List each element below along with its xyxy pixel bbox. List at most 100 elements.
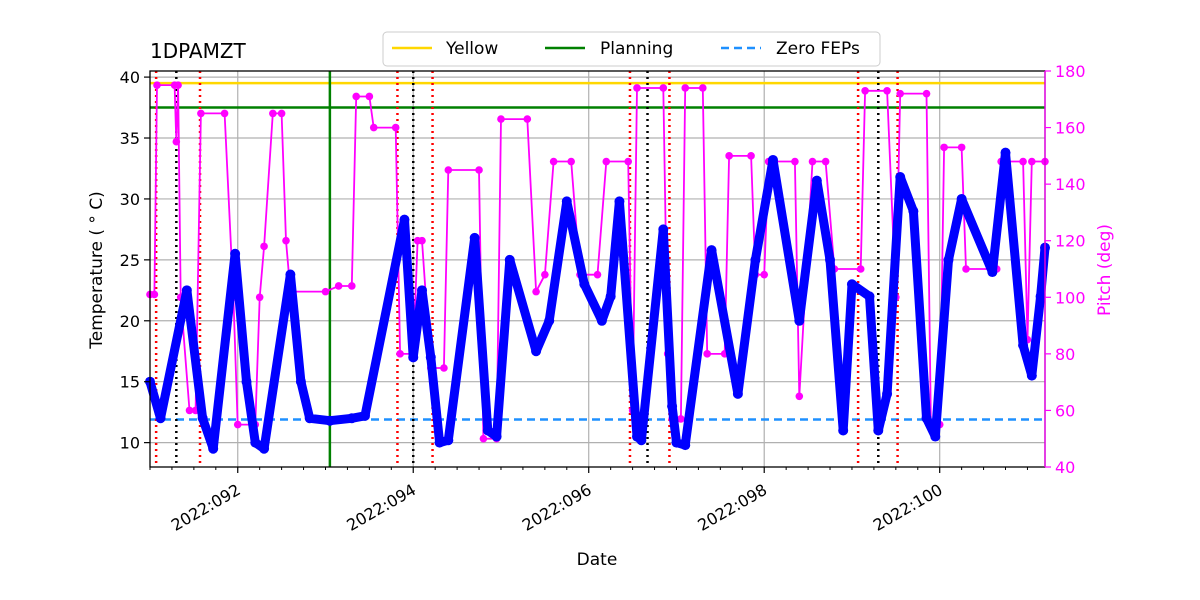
pitch-series-line — [150, 84, 1045, 440]
temperature-series-line — [145, 148, 1050, 454]
temperature-point — [434, 437, 445, 448]
temperature-point — [1035, 291, 1046, 302]
pitch-point — [681, 84, 690, 92]
pitch-point — [624, 157, 633, 166]
temperature-point — [408, 352, 419, 363]
pitch-point — [1028, 157, 1036, 166]
y-tick-label: 10 — [120, 434, 140, 453]
temperature-point — [425, 352, 436, 363]
pitch-point — [277, 109, 286, 118]
pitch-point — [698, 84, 707, 92]
pitch-point — [444, 166, 453, 174]
y2-tick-label: 160 — [1055, 119, 1086, 138]
pitch-point — [747, 152, 755, 160]
pitch-point — [861, 87, 869, 95]
pitch-point — [633, 84, 641, 92]
temperature-point — [1000, 147, 1011, 158]
temperature-point — [259, 443, 270, 454]
legend-box — [382, 31, 881, 67]
pitch-point — [1019, 157, 1027, 166]
pitch-point — [896, 89, 905, 98]
pitch-point — [883, 87, 891, 95]
temperature-point — [767, 154, 778, 165]
pitch-point — [396, 350, 404, 358]
pitch-point — [940, 143, 948, 152]
pitch-point — [369, 123, 378, 132]
pitch-point — [677, 415, 685, 423]
pitch-point — [153, 81, 161, 89]
temperature-point — [241, 376, 252, 387]
pitch-point — [282, 236, 290, 245]
temperature-point — [250, 437, 261, 448]
temperature-point — [811, 175, 822, 186]
legend-label-yellow: Yellow — [445, 39, 498, 59]
pitch-point — [365, 92, 374, 101]
temperature-point — [825, 254, 836, 265]
pitch-point — [475, 166, 483, 174]
temperature-point — [181, 285, 192, 296]
temperature-point — [443, 435, 454, 446]
pitch-point — [334, 282, 343, 290]
pitch-point — [602, 157, 611, 166]
y-axis-left: 10 15 20 25 30 35 40 — [120, 68, 150, 453]
temperature-point — [605, 291, 616, 302]
y-axis-label: Temperature ( ° C) — [87, 191, 107, 350]
temperature-point — [636, 435, 647, 446]
y2-tick-label: 180 — [1055, 62, 1086, 81]
y2-tick-label: 80 — [1055, 345, 1075, 364]
pitch-point — [795, 392, 804, 401]
temperature-point — [561, 196, 572, 207]
y-tick-label: 25 — [120, 251, 140, 270]
temperature-point — [1026, 370, 1037, 381]
y-tick-label: 15 — [120, 373, 140, 392]
y-tick-label: 40 — [120, 68, 140, 87]
temperature-point — [399, 214, 410, 225]
x-axis-label: Date — [577, 550, 618, 570]
temperature-point — [846, 279, 857, 290]
y-tick-label: 30 — [120, 190, 140, 209]
temperature-point — [346, 413, 357, 424]
pitch-point — [541, 270, 549, 279]
y2-tick-label: 140 — [1055, 175, 1086, 194]
plot-area — [145, 70, 1050, 468]
pitch-point — [172, 137, 181, 146]
temperature-point — [956, 193, 967, 204]
temperature-point — [930, 431, 941, 442]
temperature-point — [864, 291, 875, 302]
y2-tick-label: 120 — [1055, 232, 1086, 251]
temperature-point — [544, 315, 555, 326]
temperature-point — [579, 279, 590, 290]
pitch-point — [321, 287, 330, 296]
pitch-point — [808, 157, 817, 166]
pitch-point — [269, 109, 277, 118]
pitch-point — [593, 270, 602, 279]
temperature-point — [197, 413, 208, 424]
y-axis-right: 40 60 80 100 120 140 160 180 — [1045, 62, 1086, 477]
temperature-point — [324, 415, 335, 426]
y2-tick-label: 60 — [1055, 401, 1075, 420]
pitch-point — [197, 109, 205, 118]
temperature-point — [750, 254, 761, 265]
temperature-point — [359, 410, 370, 421]
temperature-point — [1018, 340, 1029, 351]
y-tick-label: 20 — [120, 312, 140, 331]
temperature-point — [794, 315, 805, 326]
pitch-point — [260, 242, 268, 251]
pitch-point — [479, 434, 488, 443]
chart-title: 1DPAMZT — [150, 39, 247, 63]
y2-tick-label: 100 — [1055, 288, 1086, 307]
pitch-point — [150, 290, 159, 299]
pitch-point — [352, 92, 361, 101]
pitch-point — [523, 115, 532, 123]
temperature-point — [873, 425, 884, 436]
legend-label-planning: Planning — [600, 39, 673, 59]
pitch-point — [391, 123, 400, 132]
temperature-point — [491, 431, 502, 442]
legend: Yellow Planning Zero FEPs — [382, 31, 881, 67]
pitch-point — [255, 293, 264, 302]
temperature-point — [155, 413, 166, 424]
temperature-point — [671, 437, 682, 448]
pitch-point — [185, 406, 194, 415]
temperature-point — [208, 443, 219, 454]
pitch-point — [659, 84, 668, 92]
